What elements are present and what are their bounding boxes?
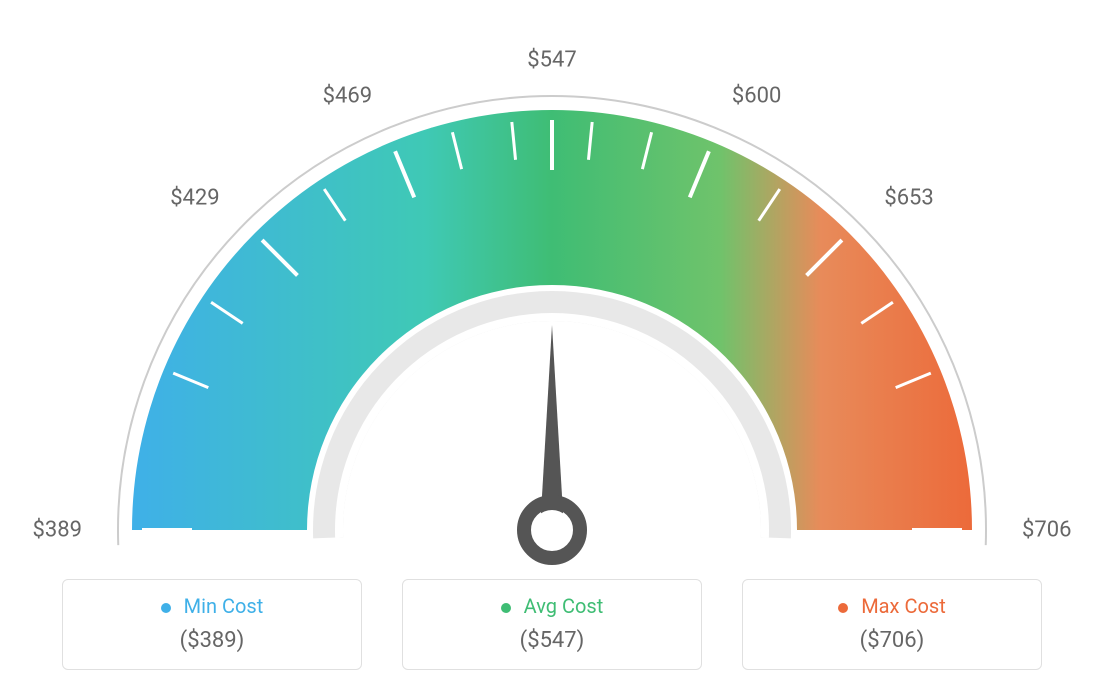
gauge-svg — [52, 30, 1052, 590]
legend-avg-cost: Avg Cost ($547) — [402, 579, 702, 670]
gauge-tick-label: $653 — [884, 185, 933, 210]
gauge-tick-label: $429 — [170, 185, 219, 210]
legend-label: Min Cost — [184, 594, 264, 618]
legend-title: Avg Cost — [413, 594, 691, 618]
legend-label: Avg Cost — [524, 594, 604, 618]
gauge-tick-label: $469 — [323, 83, 372, 108]
gauge-tick-label: $389 — [33, 518, 82, 543]
gauge-tick-label: $547 — [527, 48, 576, 73]
legend-dot-avg — [501, 603, 511, 613]
legend-value: ($389) — [73, 628, 351, 653]
gauge-tick-label: $706 — [1022, 518, 1071, 543]
legend-min-cost: Min Cost ($389) — [62, 579, 362, 670]
legend-label: Max Cost — [861, 594, 946, 618]
legend-title: Min Cost — [73, 594, 351, 618]
legend-max-cost: Max Cost ($706) — [742, 579, 1042, 670]
legend-dot-min — [161, 603, 171, 613]
legend-title: Max Cost — [753, 594, 1031, 618]
legend-value: ($706) — [753, 628, 1031, 653]
cost-gauge-chart: $389$429$469$547$600$653$706 — [52, 30, 1052, 590]
legend-row: Min Cost ($389) Avg Cost ($547) Max Cost… — [0, 579, 1104, 670]
gauge-tick-label: $600 — [732, 83, 781, 108]
legend-value: ($547) — [413, 628, 691, 653]
legend-dot-max — [838, 603, 848, 613]
